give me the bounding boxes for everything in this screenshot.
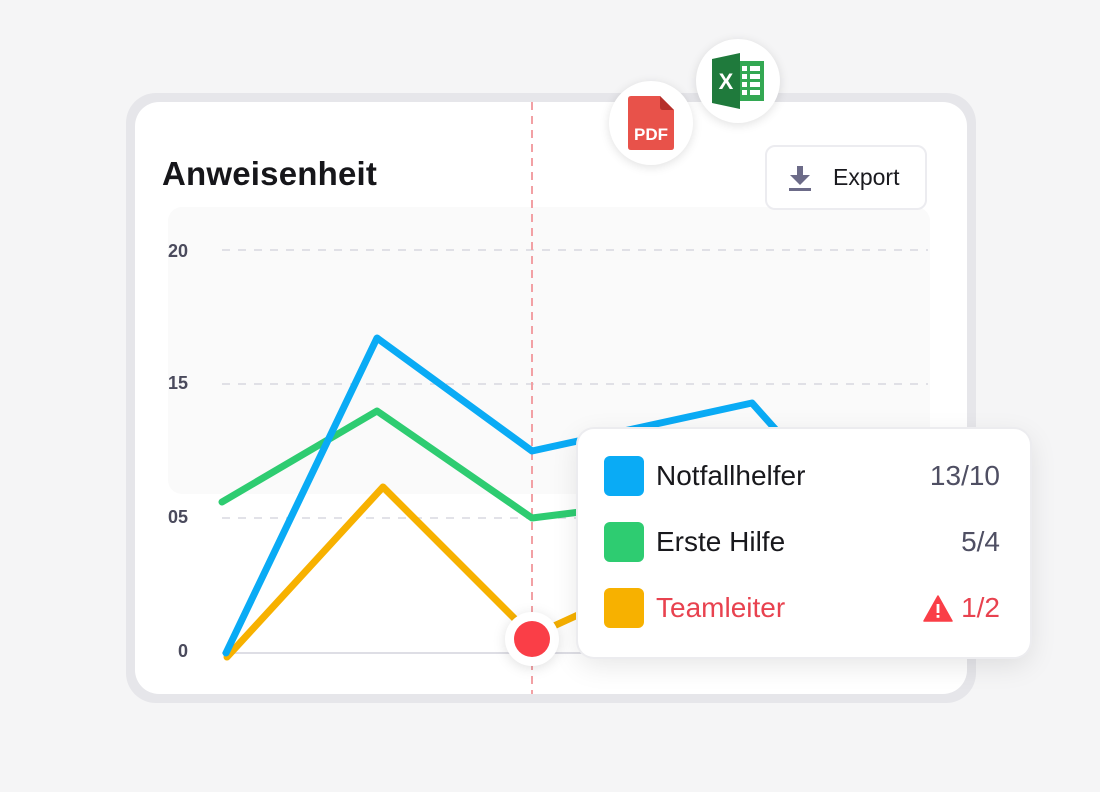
export-button[interactable]: Export [765, 145, 927, 210]
value-text: 5/4 [961, 526, 1000, 557]
legend-label: Erste Hilfe [656, 526, 786, 557]
highlight-point[interactable] [505, 612, 559, 666]
y-tick-15: 15 [167, 373, 188, 393]
legend-value: 13/10 [930, 460, 1000, 492]
legend-value: 1/2 [923, 592, 1000, 624]
excel-file-icon: X [712, 53, 764, 109]
chart-tooltip: Notfallhelfer 13/10 Erste Hilfe 5/4 Team… [578, 429, 1030, 657]
swatch-erste-hilfe [604, 522, 644, 562]
series-teamleiter-line [223, 483, 584, 661]
export-excel-button[interactable]: X [696, 39, 780, 123]
card-title: Anweisenheit [162, 155, 378, 192]
series-notfallhelfer-line [222, 334, 789, 657]
legend-label: Teamleiter [656, 592, 786, 623]
series-erste-hilfe-line [218, 407, 584, 522]
tooltip-row-erste-hilfe: Erste Hilfe 5/4 [604, 521, 1000, 563]
svg-text:PDF: PDF [634, 125, 668, 144]
grid-lines [222, 249, 928, 519]
value-text: 13/10 [929, 460, 1000, 491]
value-text: 1/2 [961, 592, 1000, 623]
warning-icon [923, 594, 953, 622]
y-tick-20: 20 [167, 241, 188, 261]
pdf-file-icon: PDF [628, 96, 674, 150]
y-tick-0: 0 [177, 641, 188, 661]
tooltip-row-notfallhelfer: Notfallhelfer 13/10 [604, 455, 1000, 497]
svg-text:X: X [719, 69, 734, 94]
download-icon [789, 165, 811, 191]
tooltip-row-teamleiter: Teamleiter 1/2 [604, 587, 1000, 629]
legend-label: Notfallhelfer [656, 460, 806, 491]
export-label: Export [833, 164, 900, 190]
y-tick-05: 05 [167, 507, 188, 527]
legend-value: 5/4 [961, 526, 1000, 558]
export-pdf-button[interactable]: PDF [609, 81, 693, 165]
swatch-notfallhelfer [604, 456, 644, 496]
swatch-teamleiter [604, 588, 644, 628]
